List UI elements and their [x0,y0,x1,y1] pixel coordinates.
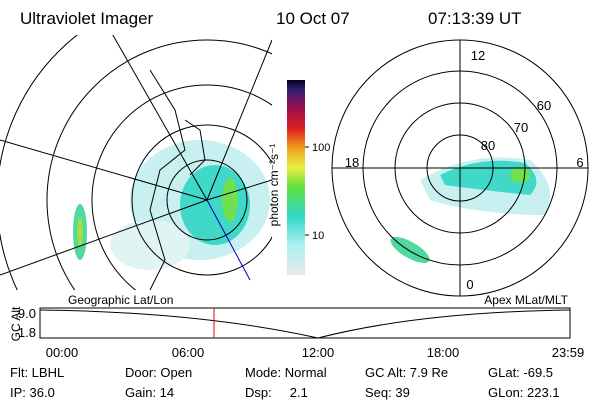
time-tick: 23:59 [552,345,585,360]
colorbar-label: photon cm⁻²s⁻¹ [267,144,281,227]
colorbar [287,80,305,275]
mlt-label: 18 [345,155,359,170]
info-field: GLon: 223.1 [488,385,560,400]
title: Ultraviolet Imager [20,9,154,28]
mlt-label: 12 [471,48,485,63]
info-field: Seq: 39 [365,385,410,400]
time: 07:13:39 UT [428,9,522,28]
info-field: GC Alt: 7.9 Re [365,365,448,380]
colorbar-tick: 100 [312,142,330,154]
geographic-map [0,35,272,290]
alt-tick: 1.8 [18,325,36,340]
alt-label: GC Alt [9,306,23,341]
left-caption: Geographic Lat/Lon [68,293,173,307]
time-tick: 06:00 [172,345,205,360]
info-field: Gain: 14 [125,385,174,400]
time-tick: 00:00 [46,345,79,360]
info-field: Mode: Normal [245,365,327,380]
mlat-label: 70 [514,120,528,135]
mlat-label: 80 [481,138,495,153]
info-field: Dsp: 2.1 [245,385,308,400]
altitude-plot [39,307,571,339]
info-field: GLat: -69.5 [488,365,553,380]
alt-tick: 9.0 [18,306,36,321]
polar-map [331,39,589,297]
mlt-label: 0 [466,277,473,292]
time-tick: 12:00 [302,345,335,360]
date: 10 Oct 07 [276,9,350,28]
altitude-curve [39,309,571,339]
mlat-label: 60 [537,98,551,113]
info-field: Door: Open [125,365,192,380]
colorbar-tick: 10 [312,230,324,242]
info-field: IP: 36.0 [10,385,55,400]
time-tick: 18:00 [427,345,460,360]
right-caption: Apex MLat/MLT [484,293,568,307]
info-field: Flt: LBHL [10,365,64,380]
mlt-label: 6 [576,155,583,170]
